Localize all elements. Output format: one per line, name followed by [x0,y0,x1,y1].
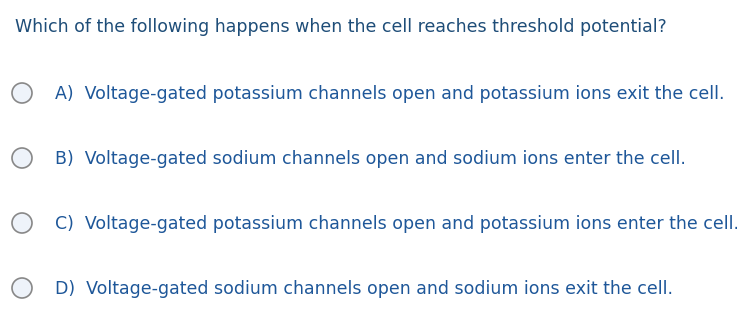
Circle shape [12,148,32,168]
Text: B)  Voltage-gated sodium channels open and sodium ions enter the cell.: B) Voltage-gated sodium channels open an… [55,150,686,168]
Circle shape [12,83,32,103]
Text: D)  Voltage-gated sodium channels open and sodium ions exit the cell.: D) Voltage-gated sodium channels open an… [55,280,673,298]
Circle shape [12,213,32,233]
Text: C)  Voltage-gated potassium channels open and potassium ions enter the cell.: C) Voltage-gated potassium channels open… [55,215,737,233]
Text: Which of the following happens when the cell reaches threshold potential?: Which of the following happens when the … [15,18,667,36]
Circle shape [12,278,32,298]
Text: A)  Voltage-gated potassium channels open and potassium ions exit the cell.: A) Voltage-gated potassium channels open… [55,85,724,103]
